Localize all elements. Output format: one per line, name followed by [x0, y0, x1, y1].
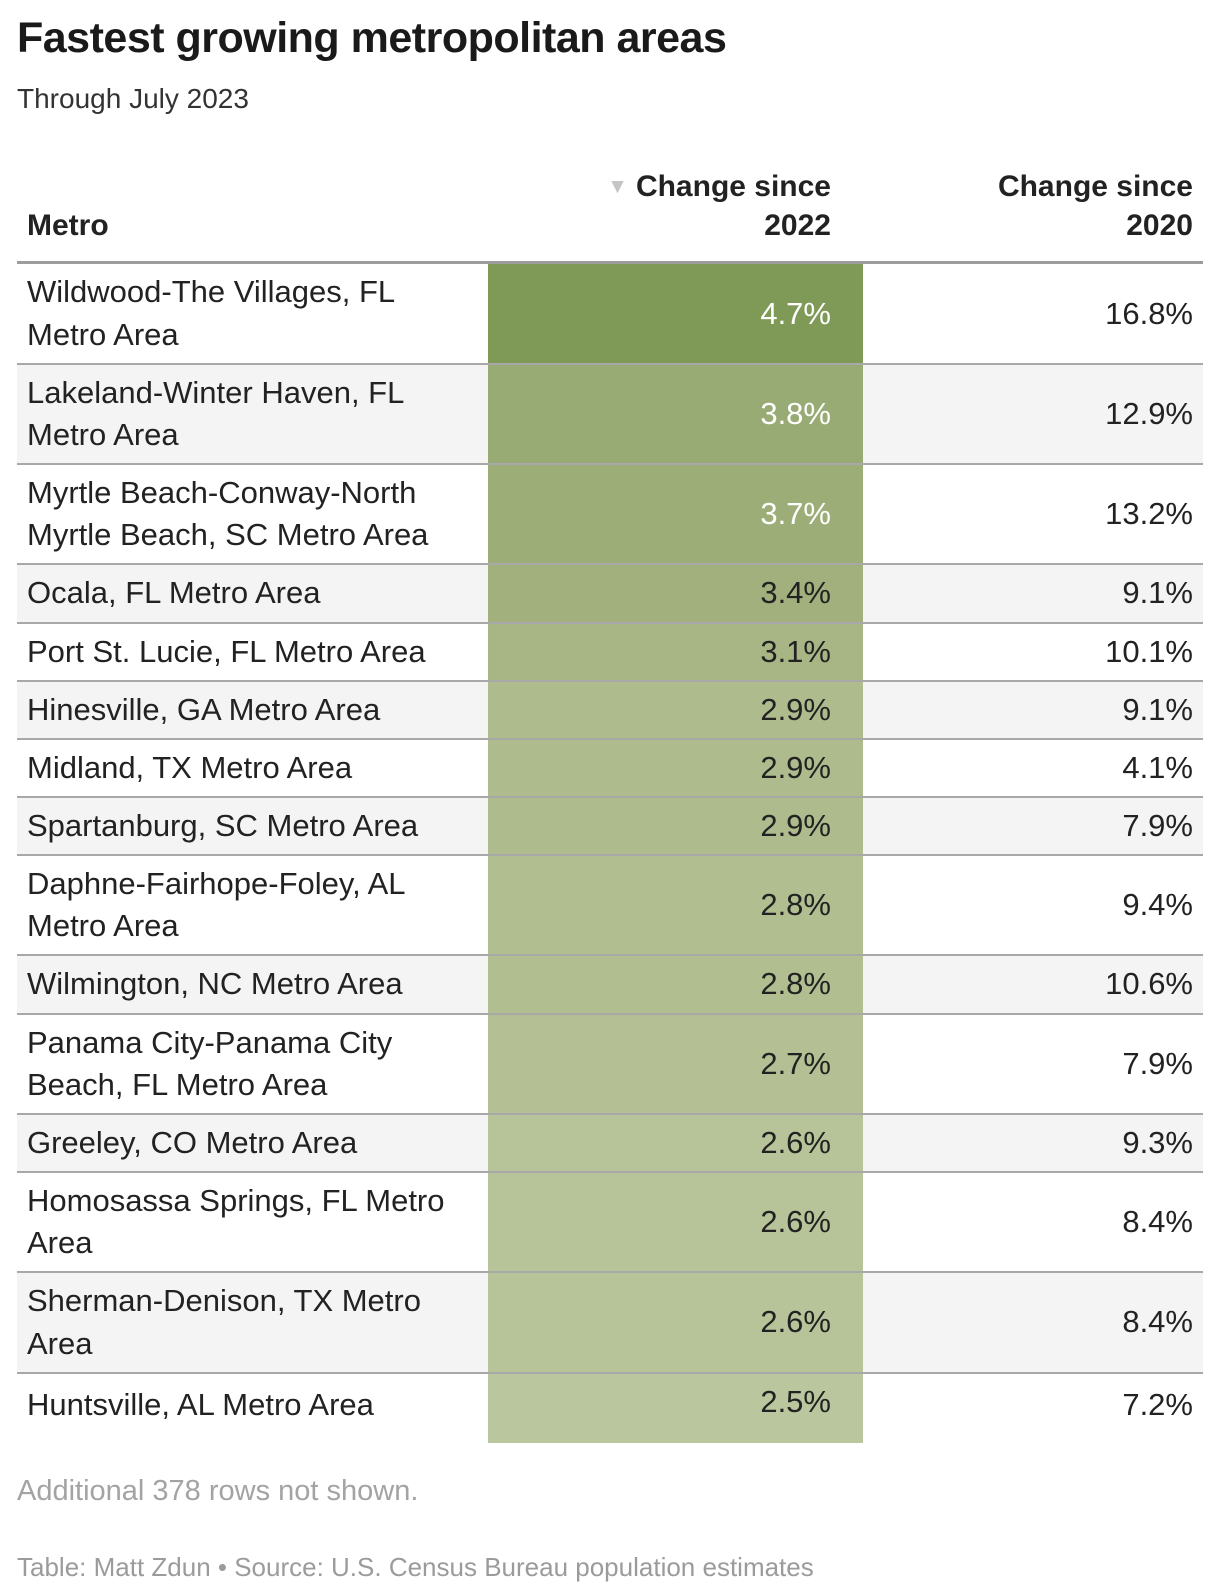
metro-name-cell: Lakeland-Winter Haven, FL Metro Area	[27, 374, 404, 452]
change-since-2022-heatmap-cell: 2.9%	[488, 797, 863, 856]
metro-name-cell: Homosassa Springs, FL Metro Area	[27, 1183, 445, 1261]
table-row: Greeley, CO Metro Area 2.6% 9.3%	[17, 1113, 1203, 1173]
metro-name-cell: Greeley, CO Metro Area	[27, 1124, 358, 1160]
column-header-2022-line1: Change since	[635, 170, 831, 204]
change-since-2022-heatmap-cell: 2.7%	[488, 1013, 863, 1114]
table-row: Spartanburg, SC Metro Area 2.9% 7.9%	[17, 797, 1203, 856]
change-since-2020-cell: 7.2%	[1122, 1386, 1193, 1422]
change-since-2020-cell: 9.1%	[1122, 575, 1193, 611]
change-since-2020-cell: 7.9%	[1122, 808, 1193, 843]
metro-name-cell: Panama City-Panama City Beach, FL Metro …	[27, 1024, 393, 1102]
column-header-2022-line2: 2022	[764, 209, 831, 243]
page-subtitle: Through July 2023	[17, 83, 249, 115]
change-since-2022-heatmap-cell: 2.5%	[488, 1372, 863, 1443]
metro-name-cell: Midland, TX Metro Area	[27, 749, 353, 785]
change-since-2020-cell: 10.1%	[1105, 633, 1193, 669]
change-since-2020-cell: 8.4%	[1122, 1304, 1193, 1340]
table-row: Wildwood-The Villages, FL Metro Area 4.7%…	[17, 262, 1203, 364]
column-header-2020-line2: 2020	[1126, 209, 1193, 243]
change-since-2020-cell: 13.2%	[1105, 496, 1193, 532]
page-title: Fastest growing metropolitan areas	[17, 14, 727, 62]
column-header-metro[interactable]: Metro	[17, 167, 488, 265]
table-row: Midland, TX Metro Area 2.9% 4.1%	[17, 738, 1203, 797]
metro-name-cell: Sherman-Denison, TX Metro Area	[27, 1283, 421, 1361]
change-since-2022-heatmap-cell: 2.8%	[488, 955, 863, 1014]
change-since-2020-cell: 10.6%	[1105, 966, 1193, 1002]
metro-name-cell: Wilmington, NC Metro Area	[27, 966, 403, 1002]
table-row: Huntsville, AL Metro Area 2.5% 7.2%	[17, 1372, 1203, 1443]
change-since-2020-cell: 8.4%	[1122, 1204, 1193, 1240]
sort-descending-icon: ▼	[607, 175, 628, 199]
table-row: Port St. Lucie, FL Metro Area 3.1% 10.1%	[17, 622, 1203, 681]
metro-growth-table: Metro ▼ Change since 2022 Change since 20…	[17, 167, 1203, 1443]
metro-name-cell: Huntsville, AL Metro Area	[27, 1386, 374, 1422]
table-row: Myrtle Beach-Conway-North Myrtle Beach, …	[17, 464, 1203, 565]
change-since-2022-heatmap-cell: 3.4%	[488, 564, 863, 623]
change-since-2022-heatmap-cell: 2.6%	[488, 1172, 863, 1273]
table-row: Lakeland-Winter Haven, FL Metro Area 3.8%…	[17, 363, 1203, 465]
table-row: Wilmington, NC Metro Area 2.8% 10.6%	[17, 955, 1203, 1014]
metro-name-cell: Myrtle Beach-Conway-North Myrtle Beach, …	[27, 475, 429, 553]
change-since-2020-cell: 7.9%	[1122, 1045, 1193, 1081]
change-since-2020-cell: 4.1%	[1122, 749, 1193, 785]
change-since-2020-cell: 9.4%	[1122, 887, 1193, 923]
change-since-2022-heatmap-cell: 2.9%	[488, 680, 863, 739]
column-header-2020-line1: Change since	[997, 170, 1193, 204]
change-since-2022-heatmap-cell: 2.6%	[488, 1272, 863, 1373]
column-header-metro-label: Metro	[27, 209, 109, 243]
table-row: Sherman-Denison, TX Metro Area 2.6% 8.4%	[17, 1272, 1203, 1373]
source-credit-line: Table: Matt Zdun • Source: U.S. Census B…	[17, 1551, 814, 1582]
metro-name-cell: Port St. Lucie, FL Metro Area	[27, 633, 426, 669]
table-row: Ocala, FL Metro Area 3.4% 9.1%	[17, 564, 1203, 623]
table-row: Homosassa Springs, FL Metro Area 2.6% 8.4%	[17, 1172, 1203, 1273]
change-since-2020-cell: 16.8%	[1105, 295, 1193, 331]
change-since-2020-cell: 12.9%	[1105, 395, 1193, 431]
change-since-2022-heatmap-cell: 3.8%	[488, 363, 863, 465]
column-header-change-since-2022[interactable]: ▼ Change since 2022	[488, 167, 863, 265]
change-since-2022-heatmap-cell: 3.7%	[488, 464, 863, 565]
change-since-2022-heatmap-cell: 4.7%	[488, 262, 863, 364]
metro-name-cell: Ocala, FL Metro Area	[27, 575, 321, 611]
table-row: Daphne-Fairhope-Foley, AL Metro Area 2.8%…	[17, 855, 1203, 956]
change-since-2022-heatmap-cell: 2.8%	[488, 855, 863, 956]
rows-not-shown-note: Additional 378 rows not shown.	[17, 1474, 419, 1507]
metro-name-cell: Daphne-Fairhope-Foley, AL Metro Area	[27, 866, 405, 944]
metro-name-cell: Hinesville, GA Metro Area	[27, 691, 381, 727]
change-since-2020-cell: 9.3%	[1122, 1124, 1193, 1160]
header-row: Metro ▼ Change since 2022 Change since 20…	[17, 167, 1203, 265]
change-since-2022-heatmap-cell: 2.9%	[488, 738, 863, 797]
metro-name-cell: Wildwood-The Villages, FL Metro Area	[27, 274, 394, 352]
table-row: Hinesville, GA Metro Area 2.9% 9.1%	[17, 680, 1203, 739]
change-since-2020-cell: 9.1%	[1122, 691, 1193, 727]
table-row: Panama City-Panama City Beach, FL Metro …	[17, 1013, 1203, 1114]
metro-name-cell: Spartanburg, SC Metro Area	[27, 808, 419, 843]
change-since-2022-heatmap-cell: 2.6%	[488, 1113, 863, 1173]
change-since-2022-heatmap-cell: 3.1%	[488, 622, 863, 681]
column-header-change-since-2020[interactable]: Change since 2020	[863, 167, 1203, 265]
